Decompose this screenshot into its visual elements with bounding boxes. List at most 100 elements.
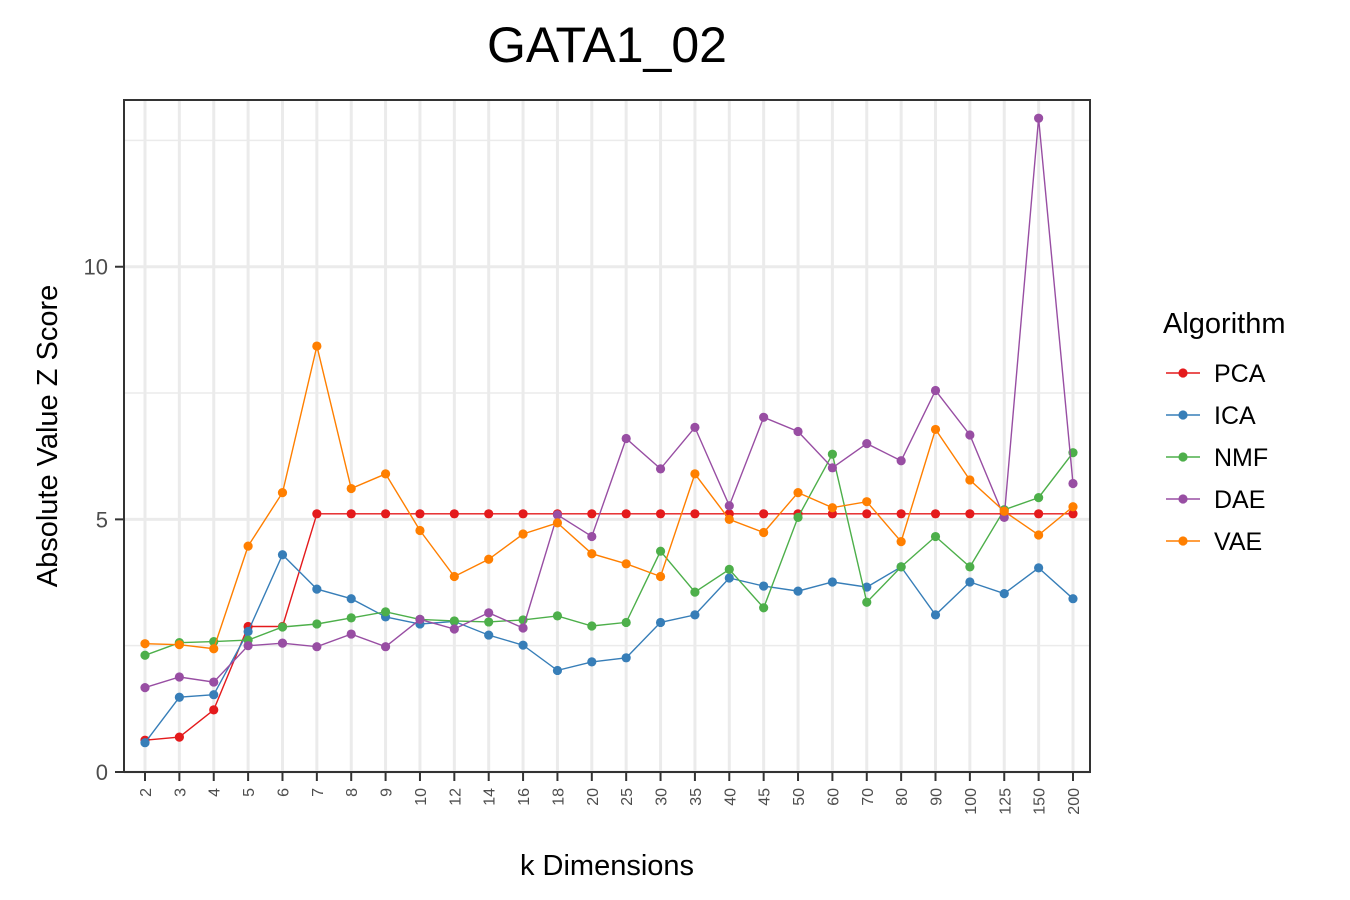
data-point-vae <box>621 559 631 569</box>
x-tick-label: 60 <box>825 788 842 806</box>
data-point-ica <box>1034 563 1044 573</box>
data-point-dae <box>277 638 288 648</box>
data-point-pca <box>484 509 494 519</box>
data-point-vae <box>965 475 975 485</box>
data-point-dae <box>690 422 700 433</box>
data-point-pca <box>209 705 219 715</box>
x-tick-label: 9 <box>379 788 396 797</box>
data-point-vae <box>243 541 253 551</box>
data-point-vae <box>518 529 528 539</box>
legend-item-nmf: NMF <box>1166 444 1268 472</box>
series-pca <box>140 509 1078 745</box>
data-point-pca <box>690 509 700 519</box>
data-point-nmf <box>346 613 356 623</box>
data-point-pca <box>1034 509 1044 519</box>
data-point-pca <box>655 509 666 519</box>
data-point-pca <box>587 509 597 519</box>
data-point-ica <box>174 692 184 702</box>
x-tick-label: 10 <box>413 788 430 806</box>
data-point-pca <box>759 509 769 519</box>
x-tick-label: 3 <box>172 788 189 797</box>
data-point-dae <box>209 677 219 687</box>
series-nmf <box>140 448 1078 660</box>
series-line-vae <box>144 345 1074 650</box>
data-point-nmf <box>1034 493 1044 503</box>
x-tick-label: 18 <box>550 788 567 806</box>
x-tick-label: 50 <box>791 788 808 806</box>
chart-title: GATA1_02 <box>487 17 727 73</box>
data-point-dae <box>1034 113 1044 123</box>
data-point-pca <box>380 509 391 519</box>
x-tick-label: 4 <box>207 788 224 797</box>
data-point-pca <box>449 509 459 519</box>
legend-marker-ica <box>1178 410 1188 420</box>
x-tick-label: 6 <box>275 788 292 797</box>
data-point-vae <box>209 644 219 654</box>
data-point-pca <box>518 509 528 519</box>
y-tick-label: 5 <box>96 507 108 532</box>
x-tick-label: 150 <box>1032 788 1049 815</box>
data-point-dae <box>518 623 528 633</box>
legend-label-dae: DAE <box>1214 486 1265 514</box>
y-tick-label: 10 <box>84 255 108 280</box>
x-tick-label: 100 <box>963 788 980 815</box>
data-point-nmf <box>965 562 975 572</box>
data-point-vae <box>690 469 700 479</box>
series-line-pca <box>144 513 1073 741</box>
data-point-pca <box>415 509 425 519</box>
x-tick-label: 125 <box>997 788 1014 815</box>
series-group <box>140 113 1078 748</box>
data-point-nmf <box>759 603 769 613</box>
data-point-dae <box>621 433 631 444</box>
data-point-dae <box>484 608 494 618</box>
data-point-vae <box>552 518 563 528</box>
legend-label-nmf: NMF <box>1214 444 1268 472</box>
x-tick-label: 12 <box>447 788 464 806</box>
legend-marker-vae <box>1178 536 1188 546</box>
x-tick-label: 5 <box>241 788 258 797</box>
series-line-nmf <box>144 452 1074 656</box>
data-point-nmf <box>552 611 563 621</box>
x-tick-label: 45 <box>757 788 774 806</box>
data-point-nmf <box>484 617 494 627</box>
legend-label-pca: PCA <box>1214 360 1266 388</box>
data-point-ica <box>827 577 838 587</box>
data-point-dae <box>174 672 184 682</box>
data-point-vae <box>346 483 356 494</box>
x-tick-label: 7 <box>310 788 327 797</box>
x-tick-label: 90 <box>929 788 946 806</box>
legend: Algorithm PCA ICA NMF DAE VAE <box>1163 308 1286 556</box>
data-point-ica <box>140 738 150 748</box>
data-point-dae <box>655 464 666 474</box>
legend-label-ica: ICA <box>1214 402 1256 430</box>
legend-item-pca: PCA <box>1166 360 1266 388</box>
data-point-ica <box>690 610 700 620</box>
data-point-vae <box>862 497 872 507</box>
data-point-dae <box>793 426 803 437</box>
data-point-dae <box>415 614 425 625</box>
y-axis-title: Absolute Value Z Score <box>32 285 64 588</box>
data-point-ica <box>1068 594 1078 604</box>
x-tick-label: 20 <box>585 788 602 806</box>
data-point-vae <box>793 487 803 498</box>
data-point-ica <box>793 586 803 596</box>
data-point-nmf <box>449 616 459 626</box>
legend-item-ica: ICA <box>1166 402 1256 430</box>
data-point-vae <box>415 525 425 536</box>
data-point-dae <box>346 629 356 639</box>
data-point-pca <box>1068 509 1078 519</box>
x-tick-label: 14 <box>482 788 499 806</box>
data-point-vae <box>140 639 150 649</box>
data-point-ica <box>724 573 734 583</box>
data-point-pca <box>621 509 631 519</box>
x-tick-label: 80 <box>894 788 911 806</box>
data-point-nmf <box>621 617 631 628</box>
data-point-vae <box>930 424 941 435</box>
x-tick-label: 25 <box>619 788 636 806</box>
data-point-nmf <box>209 637 219 647</box>
x-tick-label: 200 <box>1066 788 1083 815</box>
data-point-dae <box>1068 478 1078 489</box>
legend-marker-dae <box>1178 494 1188 504</box>
